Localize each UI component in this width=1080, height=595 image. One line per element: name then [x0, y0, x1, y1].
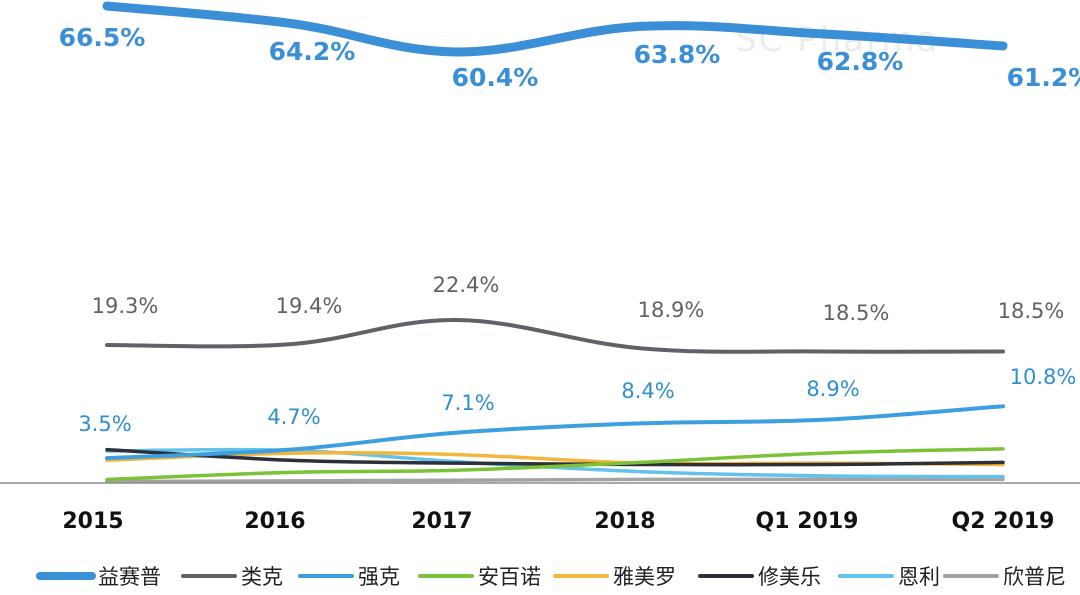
series-line-3: [105, 404, 1005, 461]
x-tick-label: Q2 2019: [952, 509, 1055, 534]
data-label: 8.9%: [806, 377, 859, 401]
legend-label: 雅美罗: [613, 565, 676, 589]
data-label: 66.5%: [59, 23, 146, 52]
x-tick-label: 2017: [411, 509, 472, 534]
data-label: 62.8%: [817, 47, 904, 76]
legend-label: 类克: [241, 565, 283, 589]
series-line-2: [105, 317, 1005, 354]
legend-label: 修美乐: [758, 565, 821, 589]
data-label: 22.4%: [433, 273, 500, 297]
series-line-4: [105, 447, 1005, 482]
x-tick-label: 2016: [244, 509, 305, 534]
series-line-8: [105, 477, 1005, 484]
data-label: 18.5%: [823, 301, 890, 325]
data-label: 60.4%: [452, 63, 539, 92]
data-label: 19.4%: [276, 294, 343, 318]
data-label: 3.5%: [78, 412, 131, 436]
data-label: 8.4%: [621, 379, 674, 403]
legend-label: 安百诺: [478, 565, 541, 589]
data-label: 18.9%: [638, 298, 705, 322]
data-label: 18.5%: [998, 299, 1065, 323]
legend-label: 益赛普: [98, 565, 161, 589]
series-line-1: [102, 1, 1008, 57]
data-label: 63.8%: [634, 40, 721, 69]
data-label: 61.2%: [1007, 63, 1080, 92]
x-tick-label: 2015: [62, 509, 123, 534]
data-label: 19.3%: [92, 294, 159, 318]
x-tick-label: Q1 2019: [756, 509, 859, 534]
series-line-6: [105, 447, 1005, 467]
data-label: 10.8%: [1010, 365, 1077, 389]
data-label: 4.7%: [267, 405, 320, 429]
data-label: 64.2%: [269, 37, 356, 66]
data-label: 7.1%: [441, 391, 494, 415]
legend-label: 强克: [358, 565, 400, 589]
x-tick-label: 2018: [594, 509, 655, 534]
legend-label: 欣普尼: [1003, 565, 1066, 589]
legend-label: 恩利: [898, 565, 940, 589]
